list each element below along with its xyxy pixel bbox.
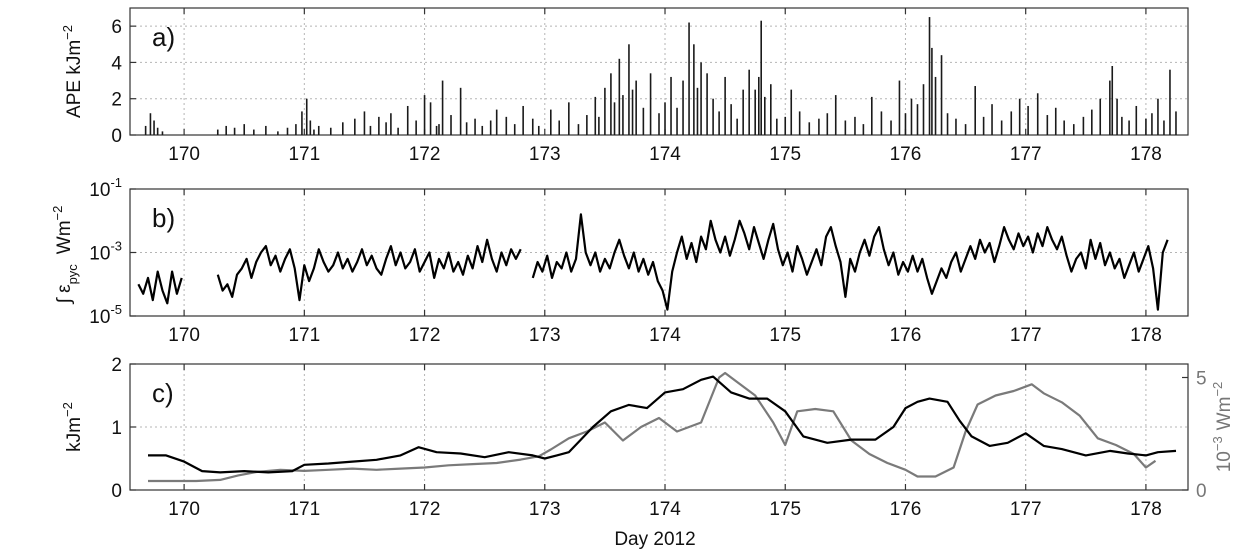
x-tick-label: 176 (890, 144, 922, 165)
y-tick-label: 10-5 (89, 302, 122, 328)
y-tick-label-left: 2 (111, 355, 122, 376)
y-tick-label-base: 10 (89, 307, 110, 328)
x-tick-label: 170 (168, 144, 200, 165)
x-tick-label: 172 (409, 144, 441, 165)
x-tick-label: 178 (1130, 325, 1162, 346)
x-tick-label: 178 (1130, 144, 1162, 165)
y-axis-label-right-units: Wm (1214, 397, 1235, 431)
x-tick-label: 171 (288, 499, 320, 520)
panel-label: b) (152, 203, 175, 233)
x-tick-label: 171 (288, 144, 320, 165)
y-tick-label-left: 0 (111, 481, 122, 502)
y-axis-label: APE kJm−2 (60, 25, 85, 118)
y-tick-label-exponent: -5 (110, 302, 122, 317)
y-tick-label: 10-1 (89, 175, 122, 201)
x-tick-label: 178 (1130, 499, 1162, 520)
x-axis-label: Day 2012 (614, 529, 695, 550)
x-tick-label: 175 (769, 499, 801, 520)
y-axis-label-right: 10−3 Wm−2 (1210, 382, 1235, 473)
y-tick-label-right: 5 (1196, 369, 1207, 390)
y-axis-label-superscript: −2 (50, 206, 65, 221)
x-tick-label: 173 (529, 499, 561, 520)
x-tick-label: 172 (409, 499, 441, 520)
y-axis-label-units: Wm (54, 220, 75, 254)
x-tick-label: 177 (1010, 499, 1042, 520)
x-tick-label: 177 (1010, 325, 1042, 346)
y-tick-label-left: 1 (111, 418, 122, 439)
y-tick-label: 0 (111, 126, 122, 147)
y-axis-label-left: kJm−2 (60, 402, 85, 452)
y-tick-label: 2 (111, 90, 122, 111)
x-tick-label: 174 (649, 499, 681, 520)
y-axis-label-superscript: −2 (60, 25, 75, 40)
y-tick-label-exponent: -1 (110, 175, 122, 190)
y-axis-label-text: APE kJm (64, 40, 85, 118)
x-tick-label: 173 (529, 144, 561, 165)
y-tick-label: 4 (111, 53, 122, 74)
x-tick-label: 174 (649, 144, 681, 165)
x-tick-label: 170 (168, 325, 200, 346)
panel-a-ape: 170 171 172 173 174 175 176 177 178 0 2 4 6 APE kJm−2… (60, 7, 1189, 165)
y-axis-label-right-superscript: −2 (1210, 382, 1225, 397)
series-left-axis-line (148, 375, 1177, 474)
x-tick-label: 172 (409, 325, 441, 346)
y-axis-label-right-base: 10 (1214, 451, 1235, 472)
panel-label: c) (152, 378, 174, 408)
x-tick-label: 175 (769, 144, 801, 165)
x-tick-label: 176 (890, 499, 922, 520)
y-axis-label-left-text: kJm (64, 417, 85, 452)
x-tick-label: 174 (649, 325, 681, 346)
dissipation-line (137, 213, 1169, 311)
y-axis-label-text: ∫ ε (54, 284, 75, 304)
x-tick-label: 177 (1010, 144, 1042, 165)
y-tick-label-base: 10 (89, 180, 110, 201)
y-tick-label-right: 0 (1196, 481, 1207, 502)
y-axis-label-subscript: pyc (65, 264, 80, 285)
x-tick-label: 170 (168, 499, 200, 520)
y-tick-label-base: 10 (89, 244, 110, 265)
x-tick-label: 175 (769, 325, 801, 346)
panel-b-dissipation: 170 171 172 173 174 175 176 177 17810-510-310-1∫… (50, 175, 1189, 346)
x-tick-label: 171 (288, 325, 320, 346)
panel-c-integrated: 170 171 172 173 174 175 176 177 17801205kJm−210−… (60, 355, 1235, 520)
panel-label: a) (152, 22, 175, 52)
series-right-axis-line (148, 371, 1157, 483)
y-axis-label: ∫ εpyc Wm−2 (50, 206, 80, 305)
y-tick-label: 6 (111, 17, 122, 38)
x-tick-label: 173 (529, 325, 561, 346)
y-axis-label-right-exponent: −3 (1210, 436, 1225, 451)
y-tick-label: 10-3 (89, 239, 122, 265)
y-axis-label-left-superscript: −2 (60, 402, 75, 417)
y-tick-label-exponent: -3 (110, 239, 122, 254)
x-tick-label: 176 (890, 325, 922, 346)
